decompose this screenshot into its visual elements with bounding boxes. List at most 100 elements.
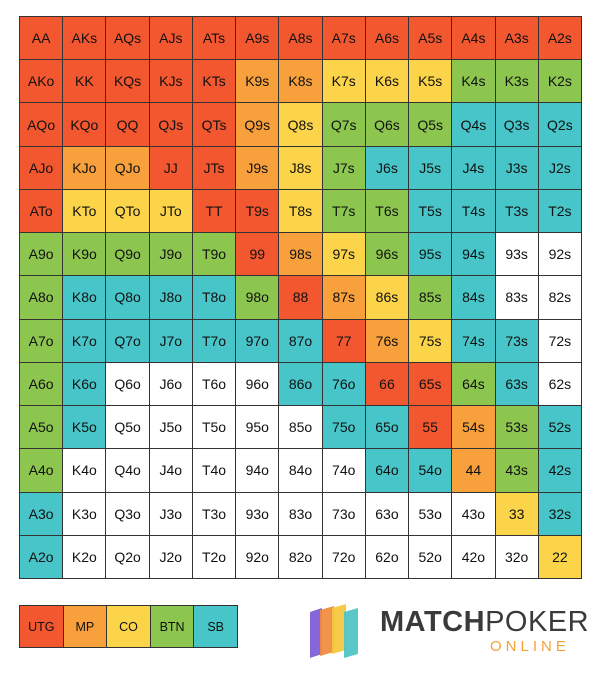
hand-cell: J6o <box>149 362 192 406</box>
hand-cell: 94s <box>452 233 495 276</box>
hand-cell: K8o <box>63 276 106 319</box>
hand-cell: 95s <box>409 233 452 276</box>
logo-word-poker: POKER <box>485 606 590 638</box>
hand-cell: Q5o <box>106 406 149 449</box>
hand-cell: K2s <box>538 60 581 103</box>
hand-cell: K7o <box>63 319 106 362</box>
hand-cell: 32s <box>538 492 581 535</box>
logo-subtitle: ONLINE <box>490 638 570 655</box>
hand-cell: 96s <box>365 233 409 276</box>
hand-cell: 86s <box>365 276 409 319</box>
hand-cell: AQo <box>20 103 63 146</box>
hand-cell: 54o <box>409 449 452 492</box>
hand-cell: 63s <box>495 362 538 406</box>
logo-wordmark: MATCHPOKER <box>380 606 589 638</box>
hand-cell: 99 <box>236 233 279 276</box>
hand-cell: 85s <box>409 276 452 319</box>
hand-cell: J8s <box>279 146 322 189</box>
legend-item-mp: MP <box>63 606 107 647</box>
hand-cell: 43s <box>495 449 538 492</box>
hand-range-grid: AA AKs AQs AJs ATs A9s A8s A7s A6s A5s A4s A3s A2s AK… <box>19 16 582 579</box>
hand-cell: Q4o <box>106 449 149 492</box>
hand-cell: A9s <box>236 17 279 60</box>
hand-cell: 97s <box>322 233 365 276</box>
hand-cell: Q6o <box>106 362 149 406</box>
hand-cell: QTs <box>192 103 236 146</box>
hand-cell: 53s <box>495 406 538 449</box>
hand-cell: 73s <box>495 319 538 362</box>
hand-cell: A9o <box>20 233 63 276</box>
hand-cell: 82o <box>279 535 322 578</box>
hand-cell: 92s <box>538 233 581 276</box>
hand-cell: KJs <box>149 60 192 103</box>
hand-cell: 62o <box>365 535 409 578</box>
hand-cell: 43o <box>452 492 495 535</box>
legend-item-btn: BTN <box>150 606 194 647</box>
hand-cell: 54s <box>452 406 495 449</box>
hand-cell: 93o <box>236 492 279 535</box>
hand-cell: K6s <box>365 60 409 103</box>
hand-cell: T4s <box>452 189 495 233</box>
hand-cell: J2o <box>149 535 192 578</box>
hand-cell: K9s <box>236 60 279 103</box>
hand-cell: QTo <box>106 189 149 233</box>
legend-item-sb: SB <box>194 606 237 647</box>
hand-cell: 52o <box>409 535 452 578</box>
hand-cell: A3s <box>495 17 538 60</box>
hand-cell: T5o <box>192 406 236 449</box>
hand-cell: AQs <box>106 17 149 60</box>
hand-cell: T2s <box>538 189 581 233</box>
hand-cell: A5o <box>20 406 63 449</box>
hand-cell: 53o <box>409 492 452 535</box>
position-legend: UTG MP CO BTN SB <box>19 605 238 648</box>
hand-cell: Q9s <box>236 103 279 146</box>
hand-cell: KTo <box>63 189 106 233</box>
hand-cell: 65o <box>365 406 409 449</box>
hand-cell: 74o <box>322 449 365 492</box>
hand-cell: 83s <box>495 276 538 319</box>
hand-cell: T7o <box>192 319 236 362</box>
hand-cell: Q8s <box>279 103 322 146</box>
hand-cell: Q5s <box>409 103 452 146</box>
hand-cell: 42o <box>452 535 495 578</box>
hand-cell: J4s <box>452 146 495 189</box>
hand-cell: Q3s <box>495 103 538 146</box>
hand-cell: 95o <box>236 406 279 449</box>
hand-cell: 75o <box>322 406 365 449</box>
hand-cell: K5o <box>63 406 106 449</box>
hand-cell: ATs <box>192 17 236 60</box>
hand-cell: K5s <box>409 60 452 103</box>
hand-cell: 33 <box>495 492 538 535</box>
hand-cell: 82s <box>538 276 581 319</box>
hand-cell: K4s <box>452 60 495 103</box>
hand-cell: KQs <box>106 60 149 103</box>
hand-cell: 75s <box>409 319 452 362</box>
hand-cell: 97o <box>236 319 279 362</box>
hand-cell: JTs <box>192 146 236 189</box>
hand-cell: 72s <box>538 319 581 362</box>
hand-cell: A5s <box>409 17 452 60</box>
hand-cell: 73o <box>322 492 365 535</box>
hand-cell: T9o <box>192 233 236 276</box>
hand-cell: 87o <box>279 319 322 362</box>
hand-cell: QJs <box>149 103 192 146</box>
hand-cell: QJo <box>106 146 149 189</box>
hand-cell: 44 <box>452 449 495 492</box>
hand-cell: K9o <box>63 233 106 276</box>
hand-cell: 52s <box>538 406 581 449</box>
hand-cell: A4o <box>20 449 63 492</box>
hand-cell: 76o <box>322 362 365 406</box>
hand-cell: 83o <box>279 492 322 535</box>
hand-cell: Q6s <box>365 103 409 146</box>
hand-cell: K6o <box>63 362 106 406</box>
hand-cell: A7s <box>322 17 365 60</box>
hand-cell: T3s <box>495 189 538 233</box>
hand-cell: Q4s <box>452 103 495 146</box>
hand-cell: K8s <box>279 60 322 103</box>
logo-card-shape <box>332 604 346 654</box>
hand-cell: J5s <box>409 146 452 189</box>
hand-cell: ATo <box>20 189 63 233</box>
hand-cell: A7o <box>20 319 63 362</box>
hand-cell: J8o <box>149 276 192 319</box>
hand-cell: KQo <box>63 103 106 146</box>
